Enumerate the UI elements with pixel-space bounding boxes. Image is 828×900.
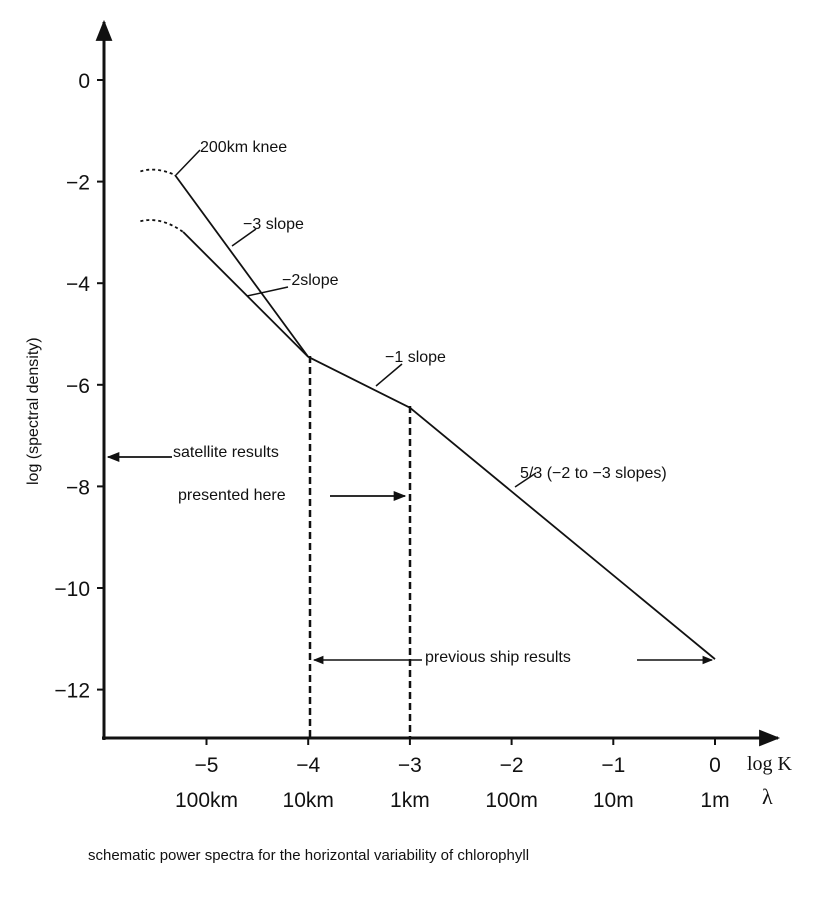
slope53-leader bbox=[514, 472, 537, 488]
y-tick-label: −12 bbox=[54, 680, 90, 703]
knee-leader bbox=[175, 149, 201, 176]
label-slope53: 5/3 (−2 to −3 slopes) bbox=[520, 465, 667, 482]
series-lower-knee-curve bbox=[140, 219, 184, 233]
label-ship: previous ship results bbox=[425, 649, 571, 666]
label-slope1: −1 slope bbox=[385, 349, 446, 366]
x-tick-label: −3 bbox=[398, 754, 422, 777]
label-presented: presented here bbox=[178, 487, 286, 504]
y-tick-label: −4 bbox=[66, 273, 90, 296]
label-knee: 200km knee bbox=[200, 139, 287, 156]
y-tick-label: −2 bbox=[66, 172, 90, 195]
x-tick-label: 0 bbox=[709, 754, 721, 777]
series-upper-knee-curve bbox=[140, 168, 176, 176]
series--3-slope bbox=[174, 174, 309, 358]
y-tick-label: 0 bbox=[78, 70, 90, 93]
y-tick-label: −10 bbox=[54, 578, 90, 601]
x-tick-label: −4 bbox=[296, 754, 320, 777]
x-tick-label: −2 bbox=[500, 754, 524, 777]
series--2-slope bbox=[182, 231, 309, 358]
series-5-3-2-to-3-slopes- bbox=[409, 406, 716, 660]
wavelength-label: 1m bbox=[700, 789, 729, 812]
wavelength-label: 1km bbox=[390, 789, 430, 812]
x-tick-label: −1 bbox=[601, 754, 625, 777]
y-axis-label: log (spectral density) bbox=[25, 337, 42, 485]
x-tick-label: −5 bbox=[195, 754, 219, 777]
label-satellite: satellite results bbox=[173, 444, 279, 461]
wavelength-label: 100km bbox=[175, 789, 238, 812]
chart-caption: schematic power spectra for the horizont… bbox=[88, 847, 529, 864]
slope2-leader bbox=[246, 286, 289, 297]
slope1-leader bbox=[375, 363, 403, 387]
wavelength-label: 10m bbox=[593, 789, 634, 812]
y-tick-label: −8 bbox=[66, 476, 90, 499]
series--1-slope bbox=[307, 356, 411, 409]
wavelength-label: 100m bbox=[485, 789, 538, 812]
wavelength-label: 10km bbox=[283, 789, 334, 812]
x-axis-label-wavelength: λ bbox=[762, 784, 773, 809]
label-slope3: −3 slope bbox=[243, 216, 304, 233]
label-slope2: −2slope bbox=[282, 272, 339, 289]
x-axis-label: log K bbox=[747, 753, 793, 775]
y-tick-label: −6 bbox=[66, 375, 90, 398]
slope3-leader bbox=[231, 228, 257, 247]
